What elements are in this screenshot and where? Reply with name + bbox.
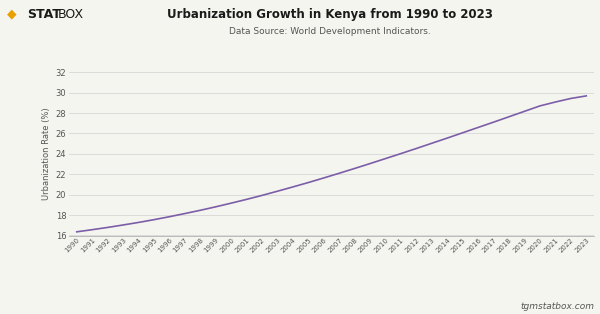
Y-axis label: Urbanization Rate (%): Urbanization Rate (%) <box>43 108 52 200</box>
Text: tgmstatbox.com: tgmstatbox.com <box>520 302 594 311</box>
Text: STAT: STAT <box>27 8 61 21</box>
Text: BOX: BOX <box>58 8 85 21</box>
Text: Urbanization Growth in Kenya from 1990 to 2023: Urbanization Growth in Kenya from 1990 t… <box>167 8 493 21</box>
Text: ◆: ◆ <box>7 8 17 21</box>
Text: Data Source: World Development Indicators.: Data Source: World Development Indicator… <box>229 27 431 36</box>
